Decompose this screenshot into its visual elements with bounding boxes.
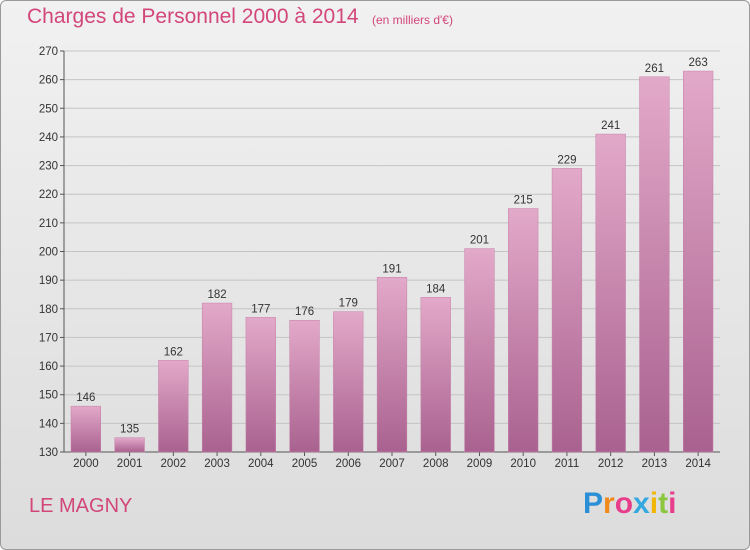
x-tick-label: 2002 <box>161 458 187 470</box>
value-label: 263 <box>689 57 708 69</box>
bar-2008 <box>420 297 451 453</box>
bar-2001 <box>114 437 145 453</box>
city-name: LE MAGNY <box>29 495 133 517</box>
value-label: 176 <box>295 306 314 318</box>
bar-2007 <box>376 277 408 453</box>
value-label: 201 <box>470 235 489 247</box>
logo-letter: i <box>649 487 659 520</box>
x-tick-label: 2011 <box>555 458 580 470</box>
x-tick-label: 2000 <box>73 458 99 470</box>
y-tick-label: 160 <box>39 361 58 373</box>
y-tick-label: 220 <box>39 189 58 201</box>
bar-2002 <box>158 360 189 453</box>
chart-subtitle: (en milliers d'€) <box>372 13 453 27</box>
x-tick-label: 2009 <box>467 458 493 470</box>
x-tick-label: 2010 <box>510 458 536 470</box>
x-tick-label: 2001 <box>117 458 143 470</box>
y-tick-label: 140 <box>39 418 58 430</box>
logo-letter: o <box>614 487 634 520</box>
bar-2004 <box>245 317 276 453</box>
value-label: 162 <box>164 346 183 358</box>
value-label: 261 <box>645 63 664 75</box>
logo-letter: r <box>603 487 615 520</box>
chart-title: Charges de Personnel 2000 à 2014 <box>27 5 359 28</box>
y-tick-label: 190 <box>39 275 58 287</box>
y-tick-label: 230 <box>39 161 58 173</box>
value-label: 135 <box>120 424 139 436</box>
value-label: 229 <box>557 154 576 166</box>
x-tick-label: 2013 <box>642 458 668 470</box>
y-tick-label: 240 <box>39 132 58 144</box>
logo-letter: t <box>658 487 669 520</box>
bar-2003 <box>201 302 233 453</box>
logo-letter: P <box>583 487 604 520</box>
value-label: 184 <box>426 283 446 295</box>
bar-2006 <box>333 311 364 453</box>
bar-2009 <box>464 248 495 453</box>
x-tick-label: 2014 <box>685 458 711 470</box>
y-tick-label: 250 <box>39 103 58 115</box>
y-tick-label: 130 <box>39 447 58 459</box>
bar-2014 <box>683 70 714 453</box>
y-tick-label: 150 <box>39 390 58 402</box>
value-label: 146 <box>76 392 95 404</box>
x-tick-label: 2006 <box>335 458 361 470</box>
bars <box>70 70 714 453</box>
x-tick-label: 2012 <box>598 458 624 470</box>
value-label: 241 <box>601 120 620 132</box>
y-tick-label: 210 <box>39 218 58 230</box>
logo-letter: x <box>633 487 650 520</box>
bar-2012 <box>595 133 626 453</box>
labels: 130 140 150 160 170 180 190 200 210 220 230 240 250 2… <box>39 46 712 470</box>
x-tick-label: 2005 <box>292 458 318 470</box>
y-tick-label: 270 <box>39 46 58 58</box>
y-tick-label: 200 <box>39 247 58 259</box>
value-label: 182 <box>207 289 226 301</box>
value-label: 215 <box>514 195 533 207</box>
bar-2005 <box>289 319 320 453</box>
x-tick-label: 2004 <box>248 458 274 470</box>
y-tick-label: 180 <box>39 304 58 316</box>
bar-2013 <box>639 76 670 453</box>
x-tick-label: 2007 <box>379 458 405 470</box>
value-label: 191 <box>382 263 401 275</box>
value-label: 177 <box>251 303 270 315</box>
y-tick-label: 170 <box>39 332 58 344</box>
bar-2000 <box>70 405 101 453</box>
x-tick-label: 2008 <box>423 458 449 470</box>
bar-2010 <box>508 208 539 453</box>
bar-2011 <box>551 168 583 453</box>
proxiti-logo[interactable]: Proxiti <box>583 487 676 521</box>
y-tick-label: 260 <box>39 75 58 87</box>
x-tick-label: 2003 <box>204 458 230 470</box>
logo-letter: i <box>668 487 677 520</box>
value-label: 179 <box>339 298 358 310</box>
